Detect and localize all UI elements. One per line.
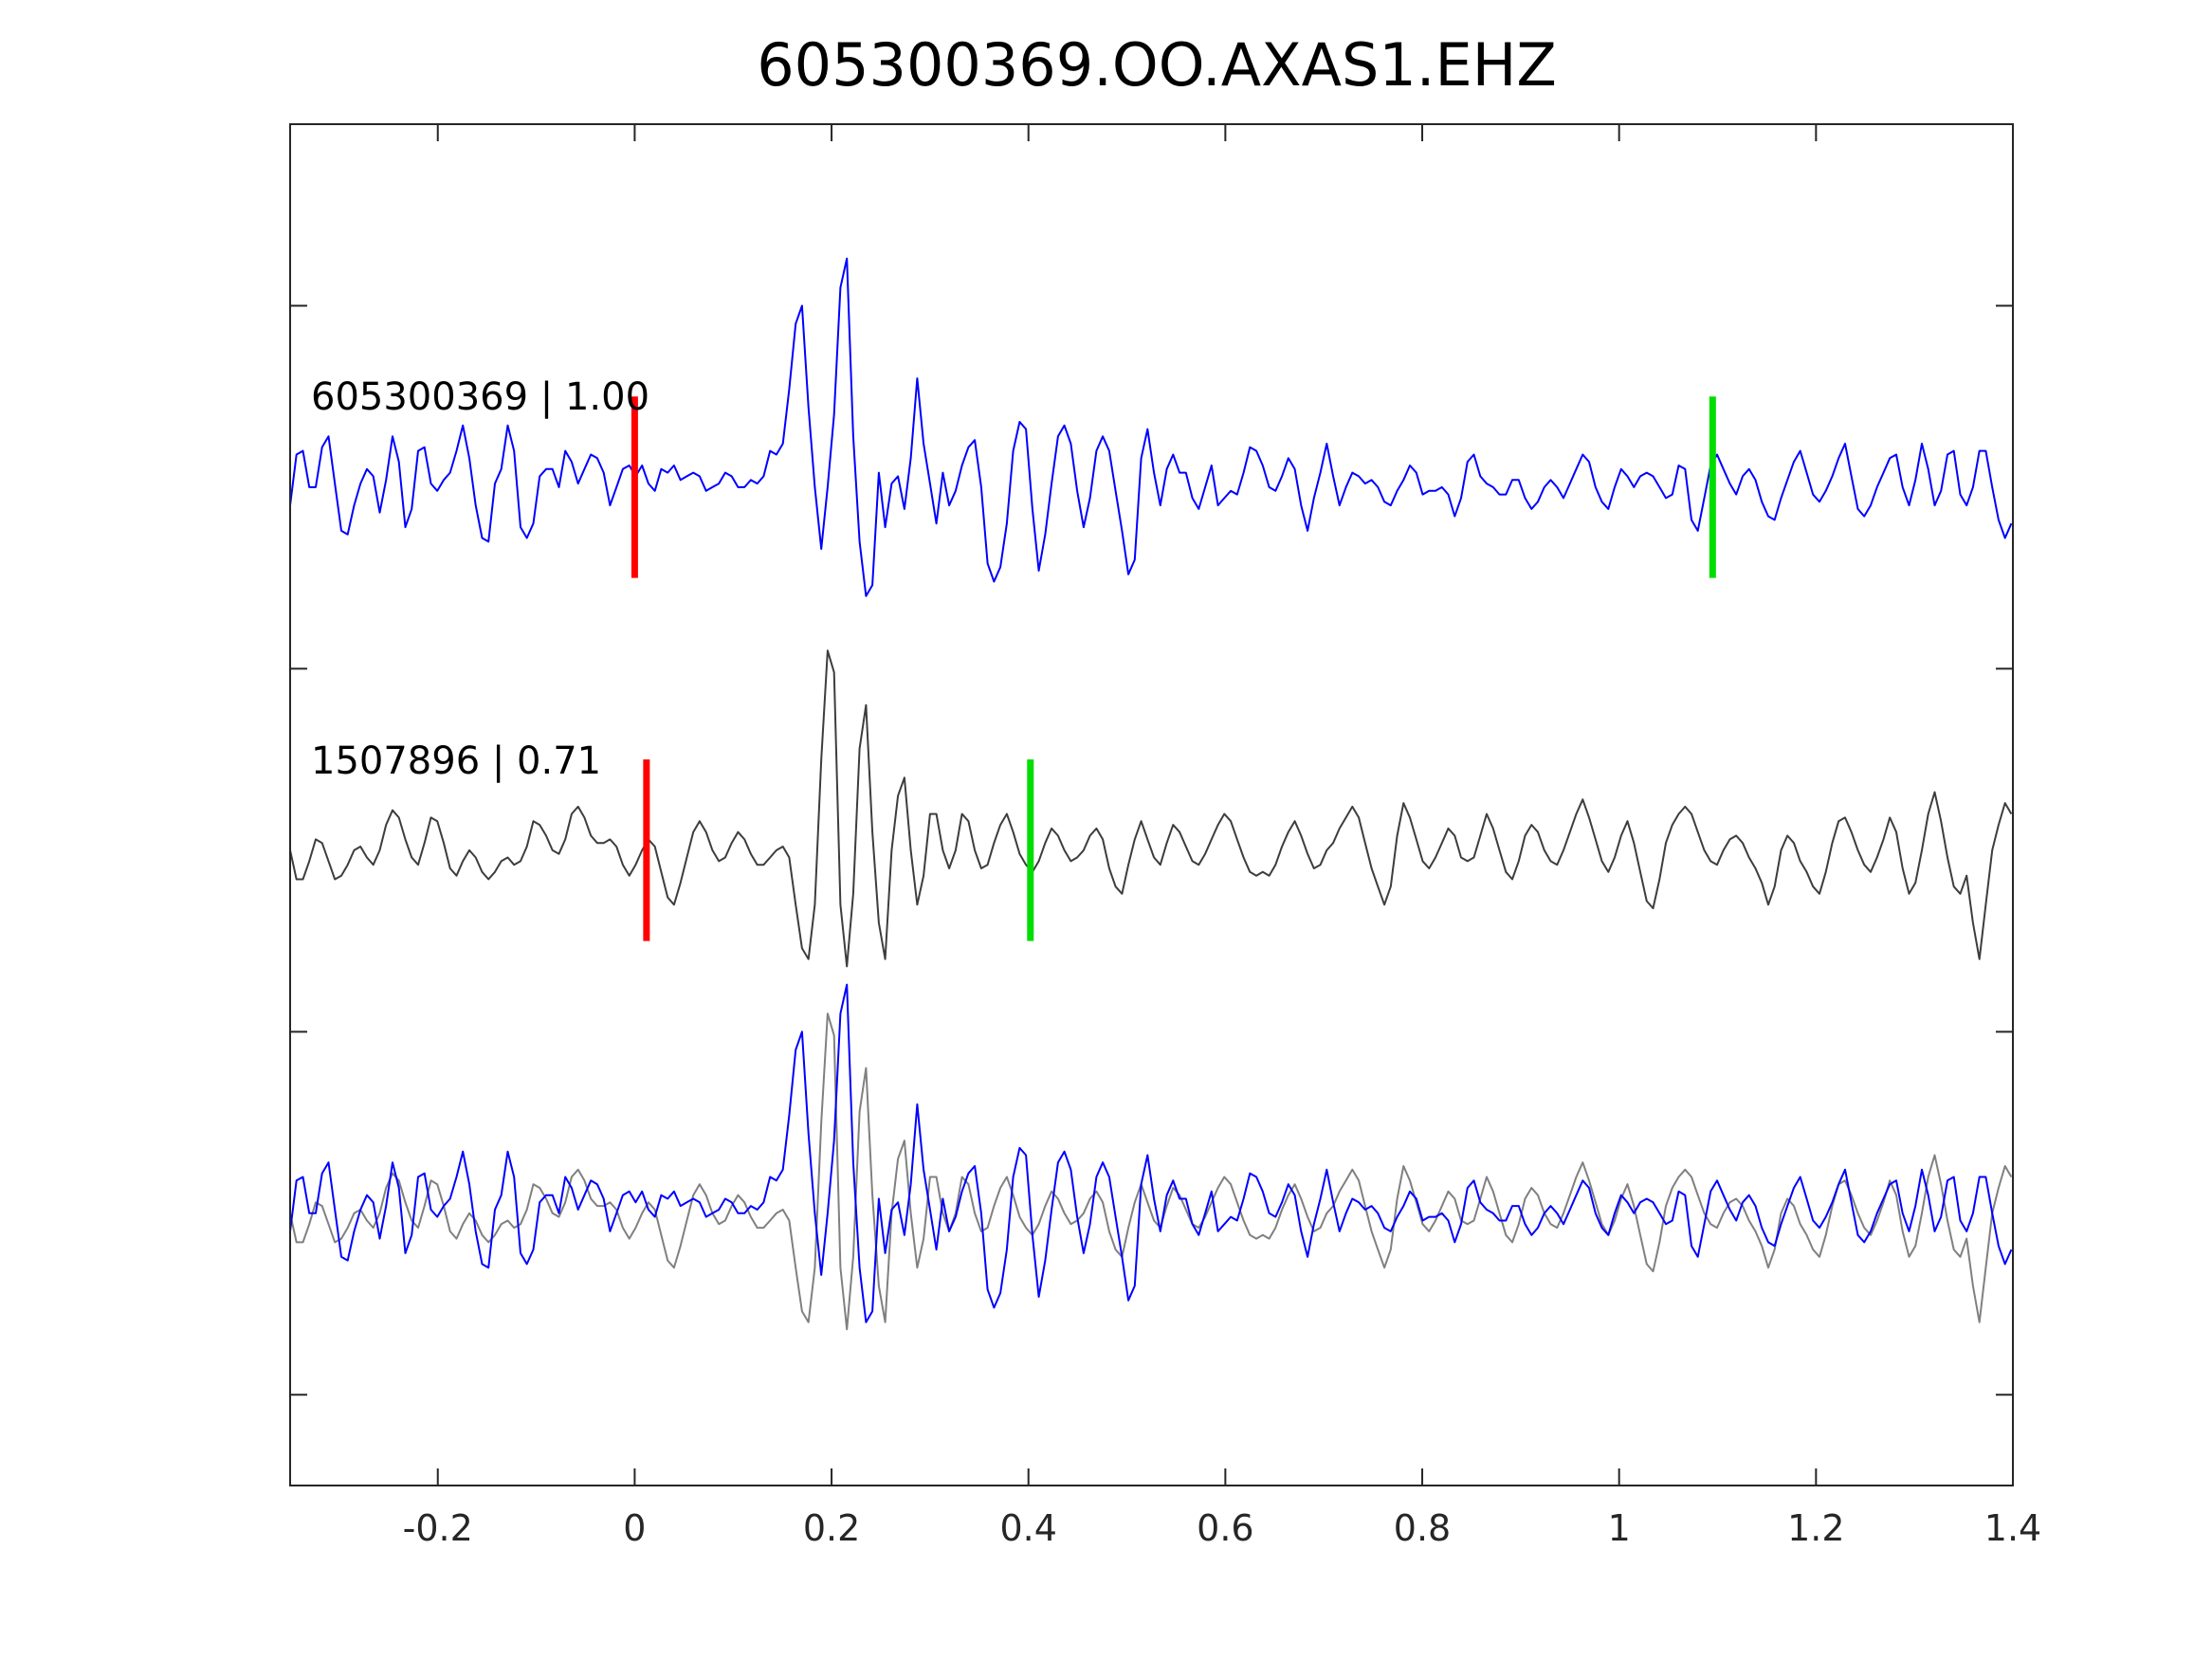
x-tick-label: 0.2 [803, 1507, 860, 1549]
x-tick-label: 0.4 [999, 1507, 1056, 1549]
chart-title: 605300369.OO.AXAS1.EHZ [757, 30, 1557, 100]
x-tick-label: -0.2 [403, 1507, 473, 1549]
overlay-605300369-waveform [289, 983, 2013, 1323]
plot-frame [289, 123, 2014, 1486]
x-tick-label: 0 [623, 1507, 646, 1549]
trace-label-1: 605300369 | 1.00 [311, 375, 649, 419]
overlay-1507896-waveform [289, 1012, 2013, 1331]
traces-layer [289, 257, 2013, 1331]
x-tick-label: 1.4 [1984, 1507, 2041, 1549]
x-tick-label: 1 [1608, 1507, 1631, 1549]
x-tick-label: 0.6 [1197, 1507, 1253, 1549]
x-tick-label: 1.2 [1787, 1507, 1844, 1549]
trace-label-2: 1507896 | 0.71 [311, 739, 601, 783]
trace-605300369-waveform [289, 257, 2013, 597]
axes-layer: -0.2 0 0.2 0.4 0.6 0.8 1 1.2 1.4 [290, 124, 2041, 1549]
trace-1507896-waveform [289, 649, 2013, 968]
x-tick-label: 0.8 [1394, 1507, 1451, 1549]
picks-layer [631, 396, 1716, 941]
